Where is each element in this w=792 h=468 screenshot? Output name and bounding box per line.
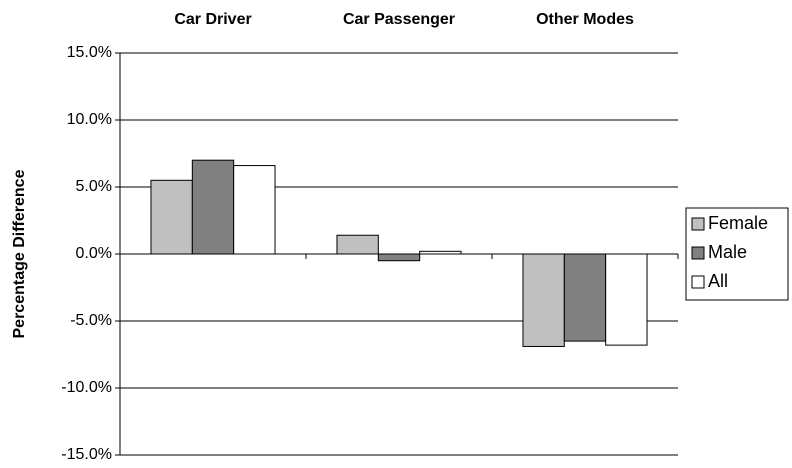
y-tick-label: -15.0%	[61, 446, 112, 463]
bar	[605, 253, 648, 346]
y-tick-label: 5.0%	[76, 178, 112, 195]
category-label: Car Passenger	[343, 11, 455, 28]
category-label: Car Driver	[174, 11, 251, 28]
legend-label: Female	[708, 213, 768, 233]
bar	[233, 165, 276, 255]
category-label: Other Modes	[536, 11, 634, 28]
legend-swatch	[691, 246, 705, 260]
bar	[419, 250, 462, 255]
legend-swatch	[691, 275, 705, 289]
bar	[191, 159, 235, 255]
y-tick-label: 0.0%	[76, 245, 112, 262]
y-tick-label: 10.0%	[67, 111, 112, 128]
y-axis-label: Percentage Difference	[11, 169, 28, 338]
legend-label: Male	[708, 242, 747, 262]
bar	[336, 234, 379, 255]
y-tick-label: -10.0%	[61, 379, 112, 396]
legend-label: All	[708, 271, 728, 291]
y-tick-label: -5.0%	[70, 312, 112, 329]
bar	[522, 253, 565, 347]
y-tick-label: 15.0%	[67, 44, 112, 61]
bar	[563, 253, 607, 342]
legend-swatch	[691, 217, 705, 231]
bar	[150, 179, 193, 255]
bar	[377, 253, 421, 262]
